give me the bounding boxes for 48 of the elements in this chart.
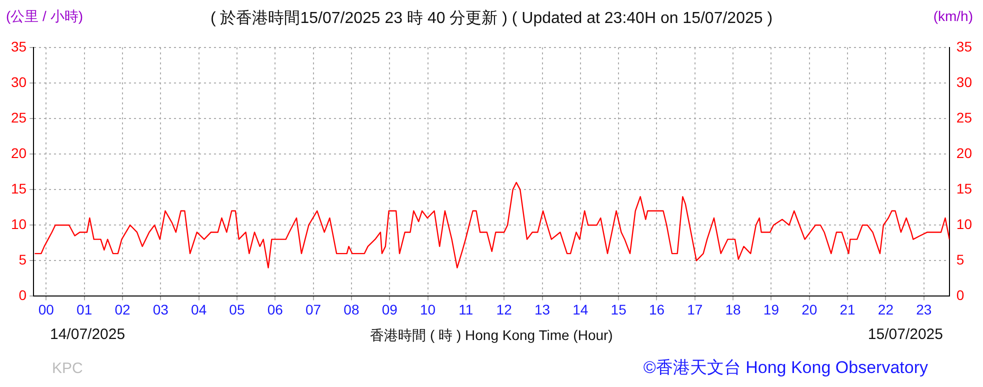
x-tick-label: 00: [38, 301, 54, 318]
x-tick-label: 19: [763, 301, 780, 318]
x-tick-label: 01: [76, 301, 92, 318]
y-tick-label: 25: [10, 109, 27, 126]
y-tick-label: 15: [10, 180, 27, 196]
chart-title: ( 於香港時間15/07/2025 23 時 40 分更新 ) ( Updated at 23:40H on 15/07/2025 ): [210, 10, 773, 27]
y-tick-label: 20: [10, 144, 27, 161]
x-tick-label: 12: [496, 301, 512, 318]
x-tick-label: 22: [878, 301, 894, 318]
y2-tick-label: 0: [956, 287, 964, 304]
y-tick-label: 0: [18, 287, 27, 304]
x-tick-label: 09: [382, 301, 398, 318]
x-tick-label: 23: [916, 301, 932, 318]
y-tick-label: 30: [10, 74, 27, 90]
text: 14/07/2025: [50, 326, 126, 343]
x-tick-label: 05: [229, 301, 245, 318]
x-tick-label: 18: [725, 301, 742, 318]
text: KPC: [52, 360, 83, 377]
x-tick-label: 17: [687, 301, 703, 318]
y2-tick-label: 15: [956, 180, 972, 196]
y2-tick-label: 35: [956, 38, 972, 54]
x-tick-label: 07: [306, 301, 322, 318]
y-tick-label: 5: [18, 252, 27, 268]
text: ©香港天文台 Hong Kong Observatory: [643, 357, 928, 379]
x-axis-title: 香港時間 ( 時 ) Hong Kong Time (Hour): [370, 327, 613, 343]
y2-tick-label: 20: [956, 144, 972, 161]
y-axis-title: (公里 / 小時): [6, 8, 83, 26]
x-tick-label: 02: [114, 301, 130, 318]
x-tick-label: 21: [840, 301, 856, 318]
y-tick-label: 35: [10, 38, 27, 54]
y2-tick-label: 30: [956, 74, 972, 90]
x-tick-label: 10: [420, 301, 436, 318]
x-tick-label: 14: [572, 301, 588, 318]
y2-tick-label: 5: [956, 252, 964, 268]
x-tick-label: 16: [648, 301, 665, 318]
y-tick-label: 10: [10, 216, 27, 232]
x-tick-label: 06: [267, 301, 284, 318]
x-tick-label: 11: [458, 301, 474, 318]
x-tick-label: 20: [802, 301, 818, 318]
y2-tick-label: 25: [956, 109, 972, 126]
x-tick-label: 15: [610, 301, 627, 318]
x-tick-label: 08: [344, 301, 360, 318]
y2-tick-label: 10: [956, 216, 972, 232]
text: 15/07/2025: [868, 326, 943, 343]
x-tick-label: 13: [534, 301, 550, 318]
y2-axis-title: (km/h): [933, 8, 973, 24]
x-tick-label: 04: [191, 301, 207, 318]
x-tick-label: 03: [152, 301, 169, 318]
